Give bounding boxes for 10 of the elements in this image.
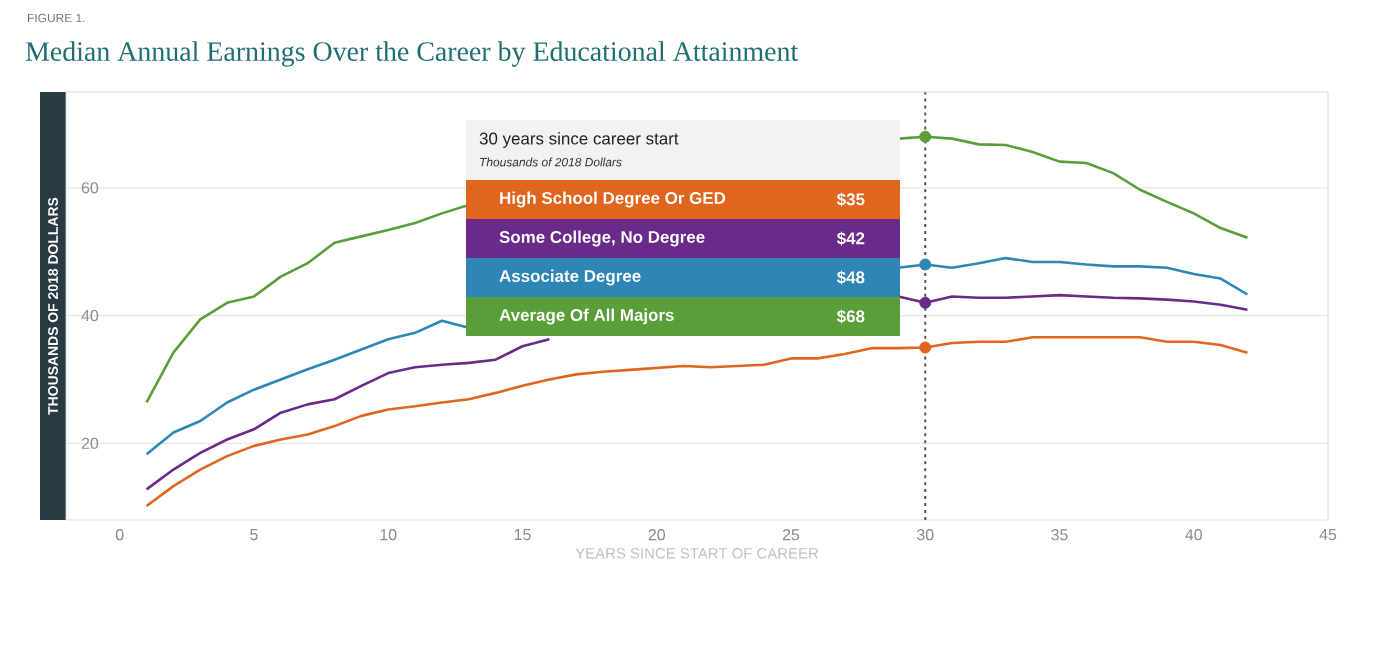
text: Some College, No Degree [499, 230, 705, 247]
text: Associate Degree [499, 269, 641, 286]
chart-title: Median Annual Earnings Over the Career by Educational Attainment [25, 41, 799, 67]
text: High School Degree Or GED [500, 191, 726, 208]
annotation: $68 [836, 309, 865, 324]
text: Average Of All Majors [499, 308, 674, 325]
annotation: $35 [836, 192, 865, 207]
legend-title: 30 years since career start [479, 132, 679, 148]
annotation: $42 [836, 231, 865, 246]
annotation: $48 [836, 270, 865, 285]
